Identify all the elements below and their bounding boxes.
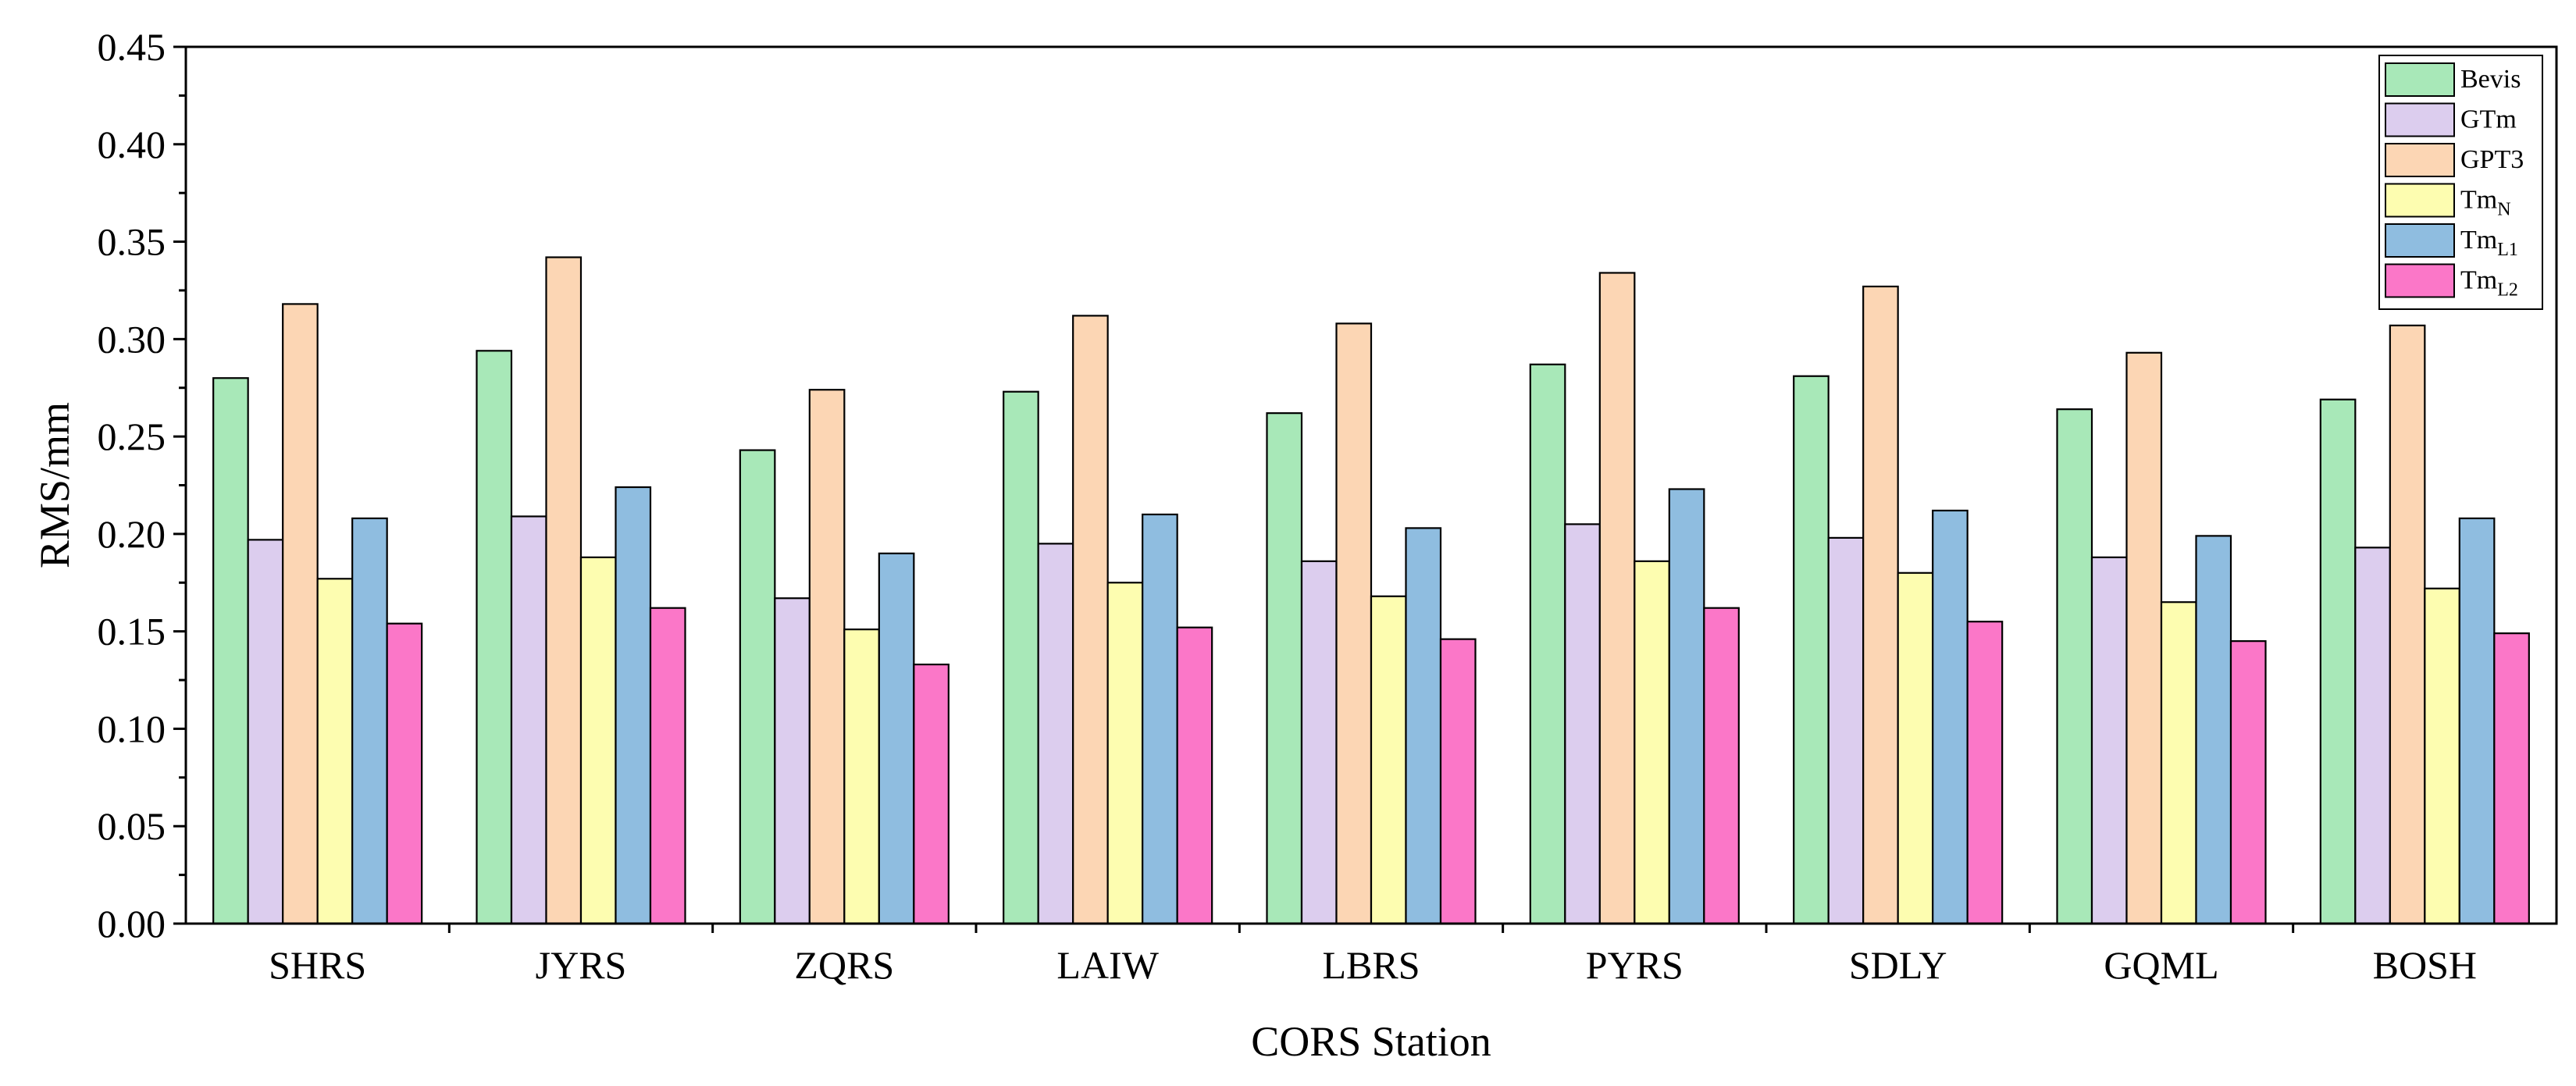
bar-bevis-shrs bbox=[212, 377, 249, 925]
legend-swatch-tmn bbox=[2385, 183, 2455, 218]
bar-tmn-bosh bbox=[2424, 587, 2460, 925]
bar-bevis-sdly bbox=[1793, 375, 1830, 925]
bar-tmn-zqrs bbox=[843, 628, 880, 925]
bar-tml2-lbrs bbox=[1439, 638, 1477, 925]
bar-gtm-laiw bbox=[1037, 543, 1074, 925]
bar-tml2-shrs bbox=[386, 622, 423, 925]
y-tick-label: 0.00 bbox=[98, 902, 166, 945]
bar-gpt3-bosh bbox=[2389, 324, 2426, 925]
y-tick-label: 0.35 bbox=[98, 220, 166, 264]
bars-layer bbox=[212, 256, 2530, 925]
bar-tml1-jyrs bbox=[615, 486, 652, 925]
legend-label-gpt3: GPT3 bbox=[2460, 145, 2524, 174]
bar-bevis-jyrs bbox=[476, 350, 513, 925]
bar-gtm-gqml bbox=[2090, 556, 2128, 925]
axes-layer: 0.00 0.05 0.10 0.15 0.20 0.25 0.30 0.35 0.40 0.45… bbox=[98, 25, 2558, 987]
bar-tml1-sdly bbox=[1932, 509, 1969, 925]
bar-gtm-jyrs bbox=[510, 515, 547, 925]
x-axis-title: CORS Station bbox=[1251, 1018, 1491, 1065]
bar-tmn-pyrs bbox=[1634, 560, 1670, 925]
bar-gpt3-laiw bbox=[1072, 315, 1109, 925]
bar-gtm-lbrs bbox=[1300, 560, 1338, 925]
bar-gpt3-lbrs bbox=[1335, 322, 1373, 925]
x-tick-label-laiw: LAIW bbox=[1056, 943, 1159, 987]
y-tick-label: 0.10 bbox=[98, 707, 166, 750]
bar-gtm-sdly bbox=[1827, 536, 1865, 925]
x-tick-label-shrs: SHRS bbox=[269, 943, 366, 987]
y-tick-label: 0.45 bbox=[98, 25, 166, 69]
bar-tml2-gqml bbox=[2229, 640, 2267, 925]
legend-swatch-tml2 bbox=[2385, 263, 2455, 298]
bar-gpt3-zqrs bbox=[808, 389, 846, 925]
bar-gtm-bosh bbox=[2354, 547, 2391, 925]
y-tick-label: 0.05 bbox=[98, 804, 166, 848]
bar-tmn-shrs bbox=[316, 578, 354, 925]
legend-swatch-bevis bbox=[2385, 62, 2455, 97]
x-tick-label-lbrs: LBRS bbox=[1322, 943, 1420, 987]
bar-gtm-shrs bbox=[247, 539, 284, 925]
bar-bevis-gqml bbox=[2056, 408, 2093, 925]
legend-subscript: L2 bbox=[2497, 280, 2518, 301]
bar-tml1-laiw bbox=[1142, 513, 1178, 925]
bar-tmn-laiw bbox=[1106, 582, 1144, 925]
y-tick-label: 0.40 bbox=[98, 123, 166, 166]
x-tick-label-gqml: GQML bbox=[2104, 943, 2218, 987]
y-tick-label: 0.30 bbox=[98, 317, 166, 361]
bar-bevis-lbrs bbox=[1266, 412, 1303, 925]
bar-tmn-jyrs bbox=[579, 556, 617, 925]
legend-swatch-gtm bbox=[2385, 102, 2455, 137]
bar-tml2-jyrs bbox=[649, 607, 686, 925]
bar-gpt3-gqml bbox=[2125, 351, 2163, 925]
x-tick-label-zqrs: ZQRS bbox=[794, 943, 894, 987]
legend-subscript: L1 bbox=[2497, 240, 2518, 260]
x-tick-label-bosh: BOSH bbox=[2373, 943, 2477, 987]
bar-bevis-zqrs bbox=[739, 449, 776, 925]
bar-gpt3-shrs bbox=[282, 303, 319, 925]
bar-tmn-gqml bbox=[2160, 601, 2197, 925]
bar-tml1-gqml bbox=[2195, 535, 2232, 925]
legend-subscript: N bbox=[2497, 200, 2510, 220]
bar-tmn-lbrs bbox=[1370, 595, 1407, 925]
bar-gpt3-pyrs bbox=[1598, 272, 1636, 925]
legend-label-gtm: GTm bbox=[2460, 105, 2517, 134]
bar-tml1-zqrs bbox=[878, 552, 915, 925]
x-tick-label-sdly: SDLY bbox=[1849, 943, 1947, 987]
bar-tml1-bosh bbox=[2458, 517, 2496, 925]
y-tick-label: 0.25 bbox=[98, 415, 166, 458]
bar-tml2-sdly bbox=[1966, 621, 2004, 925]
legend-swatch-gpt3 bbox=[2385, 143, 2455, 177]
y-tick-label: 0.20 bbox=[98, 512, 166, 556]
bar-gtm-zqrs bbox=[774, 597, 811, 925]
bar-gpt3-jyrs bbox=[545, 256, 583, 925]
bar-tml2-bosh bbox=[2493, 632, 2530, 925]
bar-tml1-shrs bbox=[351, 517, 388, 925]
y-tick-label: 0.15 bbox=[98, 610, 166, 653]
legend-swatch-tml1 bbox=[2385, 223, 2455, 258]
bar-bevis-bosh bbox=[2319, 398, 2357, 925]
bar-bevis-laiw bbox=[1003, 390, 1039, 925]
bar-tmn-sdly bbox=[1897, 571, 1934, 925]
bar-bevis-pyrs bbox=[1529, 363, 1566, 925]
bar-tml1-pyrs bbox=[1668, 488, 1705, 925]
bar-tml2-laiw bbox=[1176, 626, 1213, 925]
bar-tml2-pyrs bbox=[1703, 607, 1740, 925]
legend-label-bevis: Bevis bbox=[2460, 65, 2521, 94]
x-tick-label-jyrs: JYRS bbox=[536, 943, 627, 987]
bar-tml1-lbrs bbox=[1405, 527, 1442, 925]
bar-gpt3-sdly bbox=[1862, 285, 1899, 925]
bar-gtm-pyrs bbox=[1564, 523, 1601, 925]
x-tick-label-pyrs: PYRS bbox=[1586, 943, 1683, 987]
bar-tml2-zqrs bbox=[913, 663, 950, 925]
y-axis-title: RMS/mm bbox=[31, 402, 78, 568]
